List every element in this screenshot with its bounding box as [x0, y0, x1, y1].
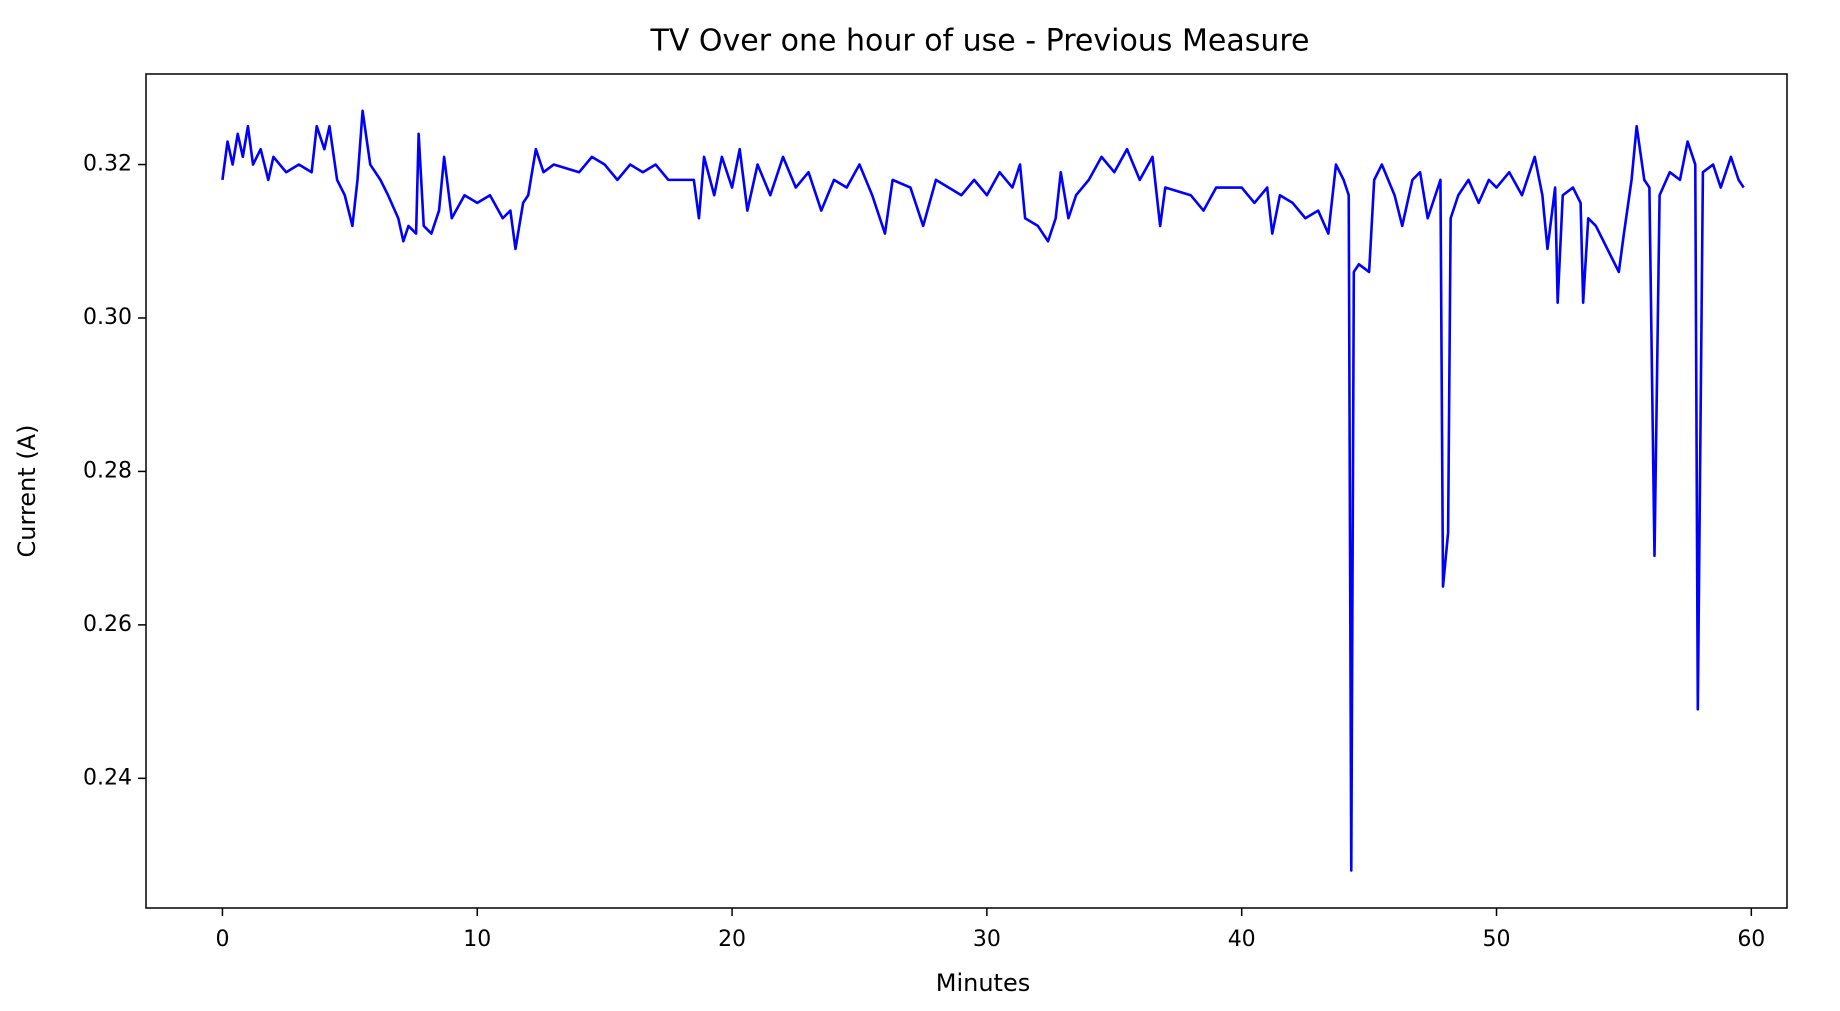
x-tick-label: 60	[1737, 927, 1765, 952]
plot-frame	[145, 73, 1788, 909]
y-tick-label: 0.28	[83, 458, 132, 483]
x-tick-label: 20	[718, 927, 746, 952]
y-tick-label: 0.24	[83, 765, 132, 790]
y-tick-label: 0.32	[83, 152, 132, 177]
y-tick-label: 0.26	[83, 612, 132, 637]
data-line	[221, 109, 1745, 872]
x-tick-label: 0	[215, 927, 229, 952]
x-tick-label: 10	[463, 927, 491, 952]
y-tick-label: 0.30	[83, 305, 132, 330]
x-tick-label: 50	[1483, 927, 1511, 952]
chart-title: TV Over one hour of use - Previous Measu…	[650, 24, 1310, 59]
y-axis-label: Current (A)	[13, 425, 41, 558]
x-tick-label: 30	[973, 927, 1001, 952]
x-tick-label: 40	[1228, 927, 1256, 952]
x-axis-label: Minutes	[936, 969, 1030, 997]
